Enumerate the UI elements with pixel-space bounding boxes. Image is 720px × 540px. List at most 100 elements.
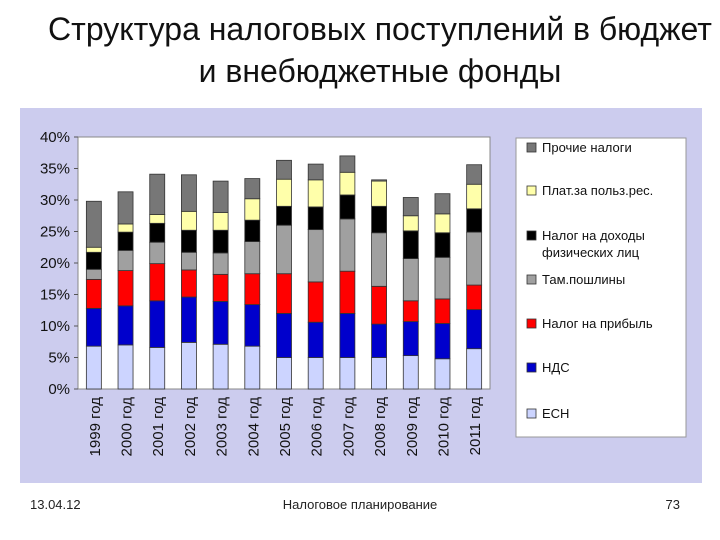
bar-segment bbox=[466, 348, 483, 390]
bar-segment bbox=[371, 285, 387, 325]
legend-label: Прочие налоги bbox=[542, 140, 632, 155]
bar-segment bbox=[434, 213, 451, 234]
bar-segment bbox=[466, 208, 483, 233]
bar-segment bbox=[466, 231, 483, 286]
bar-segment bbox=[244, 178, 261, 200]
bar-segment bbox=[402, 300, 419, 322]
legend-swatch bbox=[526, 230, 537, 241]
y-tick-label: 30% bbox=[40, 192, 70, 209]
x-tick-label: 1999 год bbox=[87, 397, 104, 457]
bar-segment bbox=[307, 357, 324, 390]
bar-segment bbox=[339, 171, 356, 196]
x-tick-label: 2005 год bbox=[277, 397, 294, 457]
bar-segment bbox=[117, 191, 134, 225]
y-axis: 0% 5% 10% 15% 20% 25% 30% 35% 40% bbox=[40, 129, 78, 398]
bar-segment bbox=[402, 215, 419, 232]
bar-segment bbox=[244, 345, 261, 390]
bar-segment bbox=[276, 159, 292, 180]
bar-segment bbox=[339, 270, 356, 314]
y-tick-label: 15% bbox=[40, 287, 70, 304]
bar-segment bbox=[244, 198, 261, 221]
bar-segment bbox=[276, 312, 292, 358]
bar-segment bbox=[402, 258, 419, 302]
bar-segment bbox=[85, 278, 102, 309]
bar-segment bbox=[85, 200, 102, 248]
x-tick-label: 2000 год bbox=[119, 397, 136, 457]
x-tick-label: 2007 год bbox=[340, 397, 357, 457]
bar-segment bbox=[402, 321, 419, 357]
bar-segment bbox=[85, 268, 102, 280]
bar-segment bbox=[181, 174, 197, 212]
footer-title: Налоговое планирование bbox=[282, 497, 438, 512]
legend-swatch bbox=[526, 362, 537, 373]
bar-segment bbox=[339, 155, 356, 173]
y-tick-label: 40% bbox=[40, 129, 70, 146]
bar-segment bbox=[466, 309, 483, 350]
legend-label: Налог на прибыль bbox=[542, 316, 653, 331]
bar-segment bbox=[307, 179, 324, 208]
bar-segment bbox=[149, 300, 166, 348]
bar-segment bbox=[434, 256, 451, 300]
bar-segment bbox=[339, 312, 356, 358]
legend-label: Плат.за польз.рес. bbox=[542, 183, 653, 198]
legend-label: Налог на доходы bbox=[542, 228, 645, 243]
bar-segment bbox=[212, 301, 229, 345]
bar-segment bbox=[117, 305, 134, 346]
bar-segment bbox=[181, 251, 197, 271]
x-tick-label: 2008 год bbox=[372, 397, 389, 457]
y-tick-label: 5% bbox=[48, 350, 70, 367]
bar-segment bbox=[276, 357, 292, 390]
bar-segment bbox=[276, 205, 292, 226]
bar-segment bbox=[434, 358, 451, 390]
bar-segment bbox=[181, 269, 197, 298]
bar-segment bbox=[371, 179, 387, 182]
footer-date: 13.04.12 bbox=[30, 497, 81, 512]
legend-swatch bbox=[526, 318, 537, 329]
bar-segment bbox=[212, 273, 229, 302]
bar-segment bbox=[244, 273, 261, 305]
bar-segment bbox=[85, 251, 102, 270]
y-tick-label: 10% bbox=[40, 318, 70, 335]
bar-segment bbox=[85, 246, 102, 253]
bar-segment bbox=[149, 222, 166, 243]
bar-segment bbox=[402, 355, 419, 390]
y-tick-label: 35% bbox=[40, 161, 70, 178]
legend-swatch bbox=[526, 185, 537, 196]
bar-segment bbox=[85, 345, 102, 390]
bar-segment bbox=[149, 241, 166, 265]
bar-segment bbox=[212, 229, 229, 254]
legend: Прочие налоги Плат.за польз.рес. Налог на … bbox=[526, 140, 653, 421]
legend-swatch bbox=[526, 142, 537, 153]
bar-segment bbox=[466, 164, 483, 185]
legend-swatch bbox=[526, 274, 537, 285]
bar-segment bbox=[181, 210, 197, 231]
y-tick-label: 25% bbox=[40, 224, 70, 241]
x-tick-label: 2006 год bbox=[309, 397, 326, 457]
bar-segment bbox=[149, 347, 166, 390]
bar-segment bbox=[276, 224, 292, 275]
bar-segment bbox=[466, 284, 483, 311]
bar-segment bbox=[276, 178, 292, 207]
bar-segment bbox=[307, 229, 324, 283]
bar-segment bbox=[339, 194, 356, 220]
bar-segment bbox=[212, 212, 229, 231]
bar-segment bbox=[181, 341, 197, 390]
x-tick-label: 2003 год bbox=[214, 397, 231, 457]
bar-segment bbox=[466, 183, 483, 210]
bar-segment bbox=[307, 281, 324, 323]
x-tick-label: 2004 год bbox=[245, 397, 262, 457]
slide-title: Структура налоговых поступлений в бюджет… bbox=[48, 11, 712, 89]
bar-segment bbox=[371, 357, 387, 390]
y-tick-label: 20% bbox=[40, 255, 70, 272]
bar-segment bbox=[434, 193, 451, 215]
bar-segment bbox=[212, 343, 229, 390]
bar-segment bbox=[434, 298, 451, 324]
legend-label: ЕСН bbox=[542, 406, 569, 421]
legend-label: НДС bbox=[542, 360, 570, 375]
legend-swatch bbox=[526, 408, 537, 419]
bar-segment bbox=[371, 232, 387, 287]
x-tick-label: 2002 год bbox=[182, 397, 199, 457]
page-number: 73 bbox=[665, 497, 680, 512]
x-tick-label: 2010 год bbox=[435, 397, 452, 457]
